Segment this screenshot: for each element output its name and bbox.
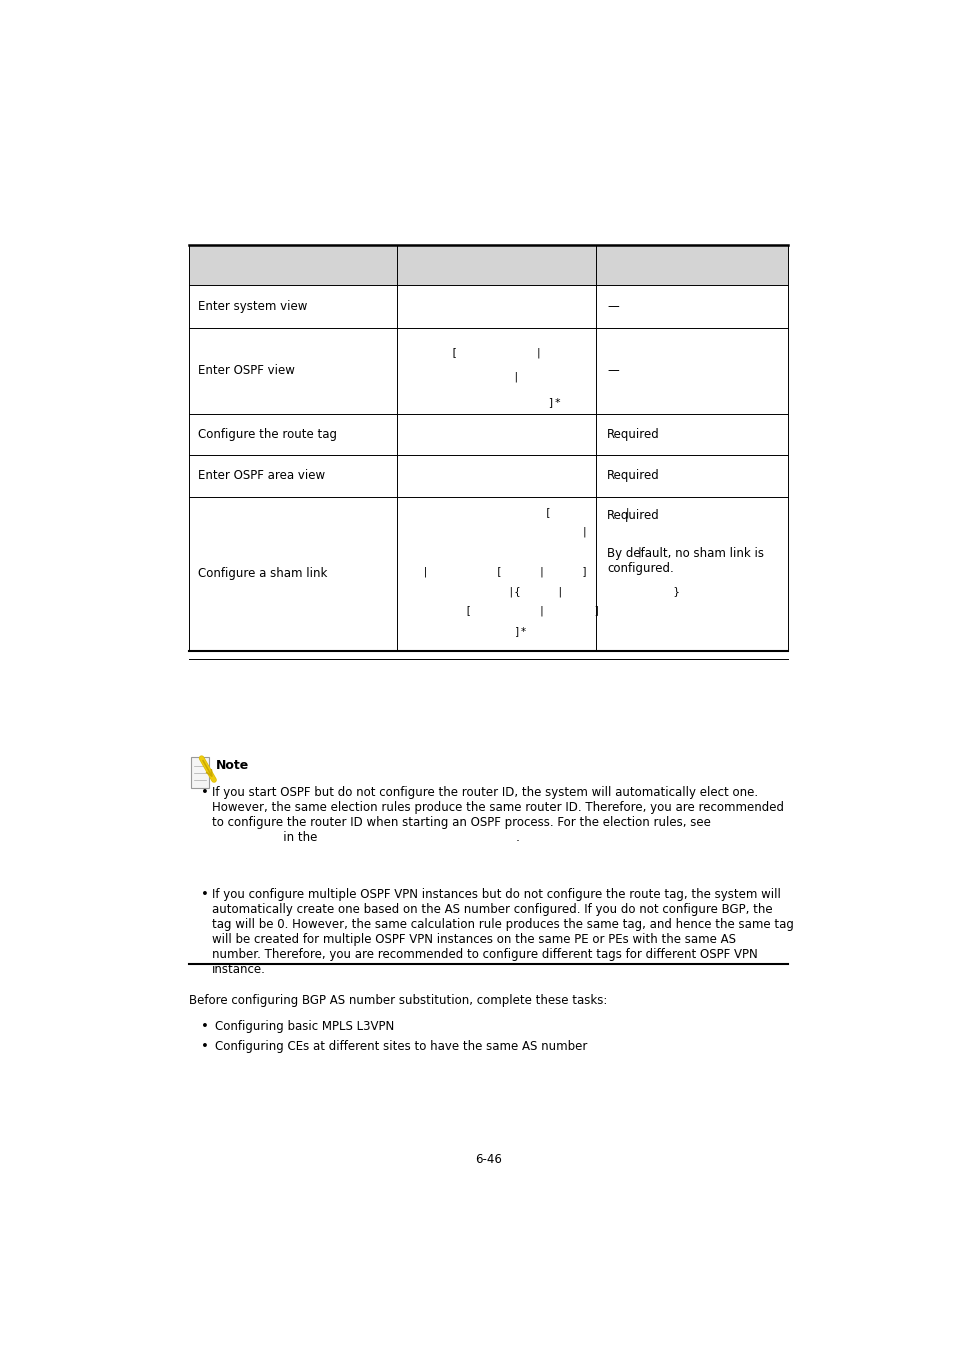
Text: Note: Note	[216, 759, 249, 772]
Text: [            |: [ |	[451, 347, 541, 358]
Text: |: |	[397, 526, 587, 537]
Text: If you start OSPF but do not configure the router ID, the system will automatica: If you start OSPF but do not configure t…	[212, 786, 782, 844]
Text: |{      |                  }: |{ | }	[397, 586, 679, 597]
Text: Configure a sham link: Configure a sham link	[198, 567, 328, 580]
Bar	[191, 756, 209, 788]
Text: [            |: [ |	[397, 508, 630, 517]
Text: •: •	[201, 887, 209, 900]
Bar	[190, 246, 787, 285]
Text: |: |	[473, 373, 518, 382]
Text: Configuring CEs at different sites to have the same AS number: Configuring CEs at different sites to ha…	[215, 1041, 587, 1053]
Text: Enter OSPF area view: Enter OSPF area view	[198, 470, 325, 482]
Text: Required: Required	[606, 509, 659, 522]
Text: Before configuring BGP AS number substitution, complete these tasks:: Before configuring BGP AS number substit…	[190, 994, 607, 1007]
Text: Configure the route tag: Configure the route tag	[198, 428, 337, 441]
Text: Enter system view: Enter system view	[198, 300, 308, 313]
Text: ]*: ]*	[431, 397, 560, 406]
Text: •: •	[201, 1019, 209, 1033]
Text: 6-46: 6-46	[475, 1153, 502, 1166]
Text: Required: Required	[606, 428, 659, 441]
Text: —: —	[606, 364, 618, 378]
Text: |           [      |      ]: | [ | ]	[397, 567, 587, 576]
Text: Enter OSPF view: Enter OSPF view	[198, 364, 294, 378]
Text: If you configure multiple OSPF VPN instances but do not configure the route tag,: If you configure multiple OSPF VPN insta…	[212, 887, 793, 976]
Text: ]*: ]*	[397, 625, 526, 636]
Text: —: —	[606, 300, 618, 313]
Text: [           |        ]: [ | ]	[397, 606, 599, 617]
Text: |: |	[397, 547, 642, 558]
Text: By default, no sham link is
configured.: By default, no sham link is configured.	[606, 547, 763, 575]
Text: Configuring basic MPLS L3VPN: Configuring basic MPLS L3VPN	[215, 1019, 395, 1033]
Text: •: •	[201, 1041, 209, 1053]
Text: Required: Required	[606, 470, 659, 482]
Text: •: •	[201, 786, 209, 799]
